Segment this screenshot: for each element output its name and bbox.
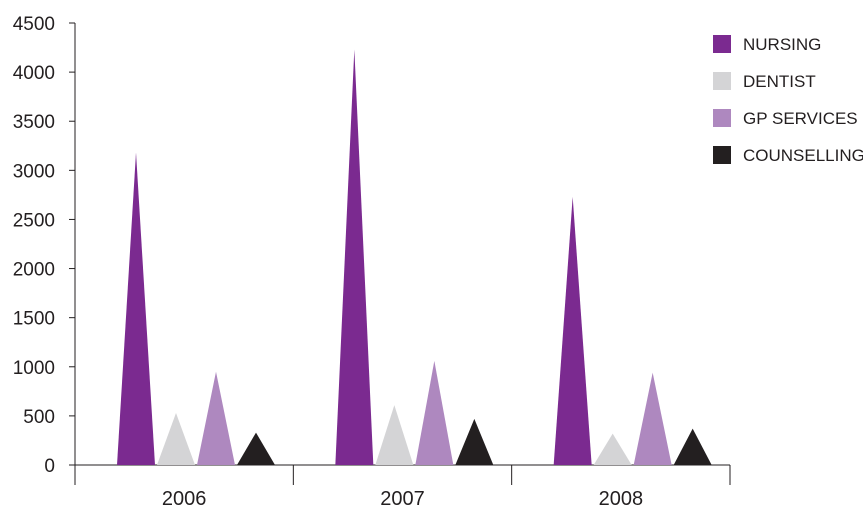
bar-counselling-2006 [237, 432, 275, 465]
legend-swatch-nursing [713, 35, 731, 53]
legend: NURSING DENTIST GP SERVICES COUNSELLING [713, 35, 863, 165]
legend-label-gp-services: GP SERVICES [743, 109, 858, 128]
x-axis: 2006 2007 2008 [74, 464, 731, 510]
legend-swatch-gp-services [713, 109, 731, 127]
bar-counselling-2007 [455, 418, 494, 465]
y-tick-label: 3000 [13, 161, 55, 182]
bar-gp-services-2006 [197, 371, 235, 465]
y-tick-label: 2500 [13, 210, 55, 231]
bar-dentist-2006 [157, 412, 195, 465]
legend-label-nursing: NURSING [743, 35, 821, 54]
bar-dentist-2007 [375, 405, 414, 465]
y-tick-label: 4500 [13, 14, 55, 35]
x-category-label: 2007 [380, 488, 425, 510]
y-tick-label: 500 [23, 407, 55, 428]
plot-area [117, 49, 712, 466]
y-tick-label: 4000 [13, 63, 55, 84]
legend-label-counselling: COUNSELLING [743, 146, 863, 165]
bar-counselling-2008 [673, 428, 712, 465]
bar-nursing-2006 [117, 152, 155, 466]
bar-nursing-2008 [553, 196, 592, 465]
y-tick-label: 1500 [13, 309, 55, 330]
bar-gp-services-2008 [633, 372, 672, 465]
y-tick-label: 3500 [13, 112, 55, 133]
y-tick-label: 2000 [13, 260, 55, 281]
legend-label-dentist: DENTIST [743, 72, 816, 91]
y-tick-label: 1000 [13, 358, 55, 379]
bar-gp-services-2007 [415, 360, 454, 465]
y-tick-label: 0 [44, 456, 55, 477]
bar-dentist-2008 [593, 433, 632, 465]
x-category-label: 2006 [162, 488, 207, 510]
legend-swatch-counselling [713, 146, 731, 164]
x-category-label: 2008 [599, 488, 644, 510]
legend-swatch-dentist [713, 72, 731, 90]
y-axis: 0 500 1000 1500 2000 2500 3000 3500 4000 4500 [13, 14, 76, 477]
bar-nursing-2007 [335, 49, 374, 466]
